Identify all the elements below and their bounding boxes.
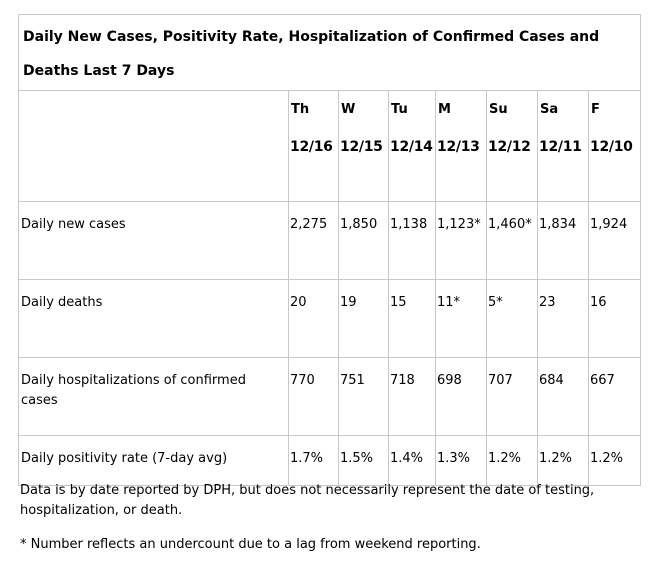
table-cell: 16 [587, 279, 642, 358]
footnotes: Data is by date reported by DPH, but doe… [20, 481, 640, 555]
table-cell: 1,850 [338, 201, 389, 280]
day-date: 12/13 [437, 139, 480, 155]
table-cell: 1.4% [388, 435, 436, 486]
day-date: 12/10 [590, 139, 633, 155]
table-row-daily-deaths: Daily deaths 20 19 15 11* 5* 23 16 [18, 279, 642, 358]
day-header-sunday: Su 12/12 [486, 90, 538, 202]
day-of-week: Th [291, 102, 310, 117]
row-label: Daily positivity rate (7-day avg) [18, 435, 289, 486]
day-of-week: W [341, 102, 356, 117]
table-cell: 5* [486, 279, 538, 358]
table-cell: 1.7% [288, 435, 339, 486]
covid-stats-table: Daily New Cases, Positivity Rate, Hospit… [17, 14, 642, 486]
table-cell: 23 [537, 279, 589, 358]
table-cell: 1,924 [587, 201, 642, 280]
table-cell: 751 [338, 357, 389, 436]
day-header-thursday: Th 12/16 [288, 90, 339, 202]
table-row-daily-new-cases: Daily new cases 2,275 1,850 1,138 1,123*… [18, 201, 642, 280]
day-date: 12/14 [390, 139, 433, 155]
day-of-week: Tu [391, 102, 408, 117]
table-cell: 11* [435, 279, 487, 358]
table-cell: 684 [537, 357, 589, 436]
asterisk-note: * Number reflects an undercount due to a… [20, 537, 481, 552]
table-cell: 1.5% [338, 435, 389, 486]
table-cell: 1,138 [388, 201, 436, 280]
header-blank-cell [18, 90, 289, 202]
table-cell: 770 [288, 357, 339, 436]
table-cell: 2,275 [288, 201, 339, 280]
day-date: 12/11 [539, 139, 582, 155]
table-cell: 698 [435, 357, 487, 436]
table-row-daily-positivity-rate: Daily positivity rate (7-day avg) 1.7% 1… [18, 435, 642, 486]
day-of-week: M [438, 102, 451, 117]
table-cell: 15 [388, 279, 436, 358]
table-row-daily-hospitalizations: Daily hospitalizations of confirmed case… [18, 357, 642, 436]
table-cell: 718 [388, 357, 436, 436]
row-label: Daily new cases [18, 201, 289, 280]
day-header-wednesday: W 12/15 [338, 90, 389, 202]
day-date: 12/15 [340, 139, 383, 155]
table-cell: 667 [587, 357, 642, 436]
day-header-friday: F 12/10 [587, 90, 642, 202]
day-date: 12/16 [290, 139, 333, 155]
day-header-monday: M 12/13 [435, 90, 487, 202]
table-cell: 1.2% [587, 435, 642, 486]
day-header-saturday: Sa 12/11 [537, 90, 589, 202]
table-cell: 1.2% [537, 435, 589, 486]
day-of-week: Sa [540, 102, 559, 117]
table-cell: 19 [338, 279, 389, 358]
row-label: Daily hospitalizations of confirmed case… [18, 357, 289, 436]
table-cell: 1.2% [486, 435, 538, 486]
table-cell: 707 [486, 357, 538, 436]
day-date: 12/12 [488, 139, 531, 155]
header-row: Th 12/16 W 12/15 Tu 12/14 M 12/13 Su 12/… [18, 90, 642, 202]
table-cell: 1,834 [537, 201, 589, 280]
table-cell: 1,460* [486, 201, 538, 280]
table-cell: 20 [288, 279, 339, 358]
row-label: Daily deaths [18, 279, 289, 358]
table-title: Daily New Cases, Positivity Rate, Hospit… [17, 14, 642, 91]
table-cell: 1.3% [435, 435, 487, 486]
day-header-tuesday: Tu 12/14 [388, 90, 436, 202]
day-of-week: F [591, 102, 600, 117]
source-note: Data is by date reported by DPH, but doe… [20, 483, 595, 518]
table-cell: 1,123* [435, 201, 487, 280]
day-of-week: Su [489, 102, 508, 117]
title-row: Daily New Cases, Positivity Rate, Hospit… [17, 14, 642, 91]
